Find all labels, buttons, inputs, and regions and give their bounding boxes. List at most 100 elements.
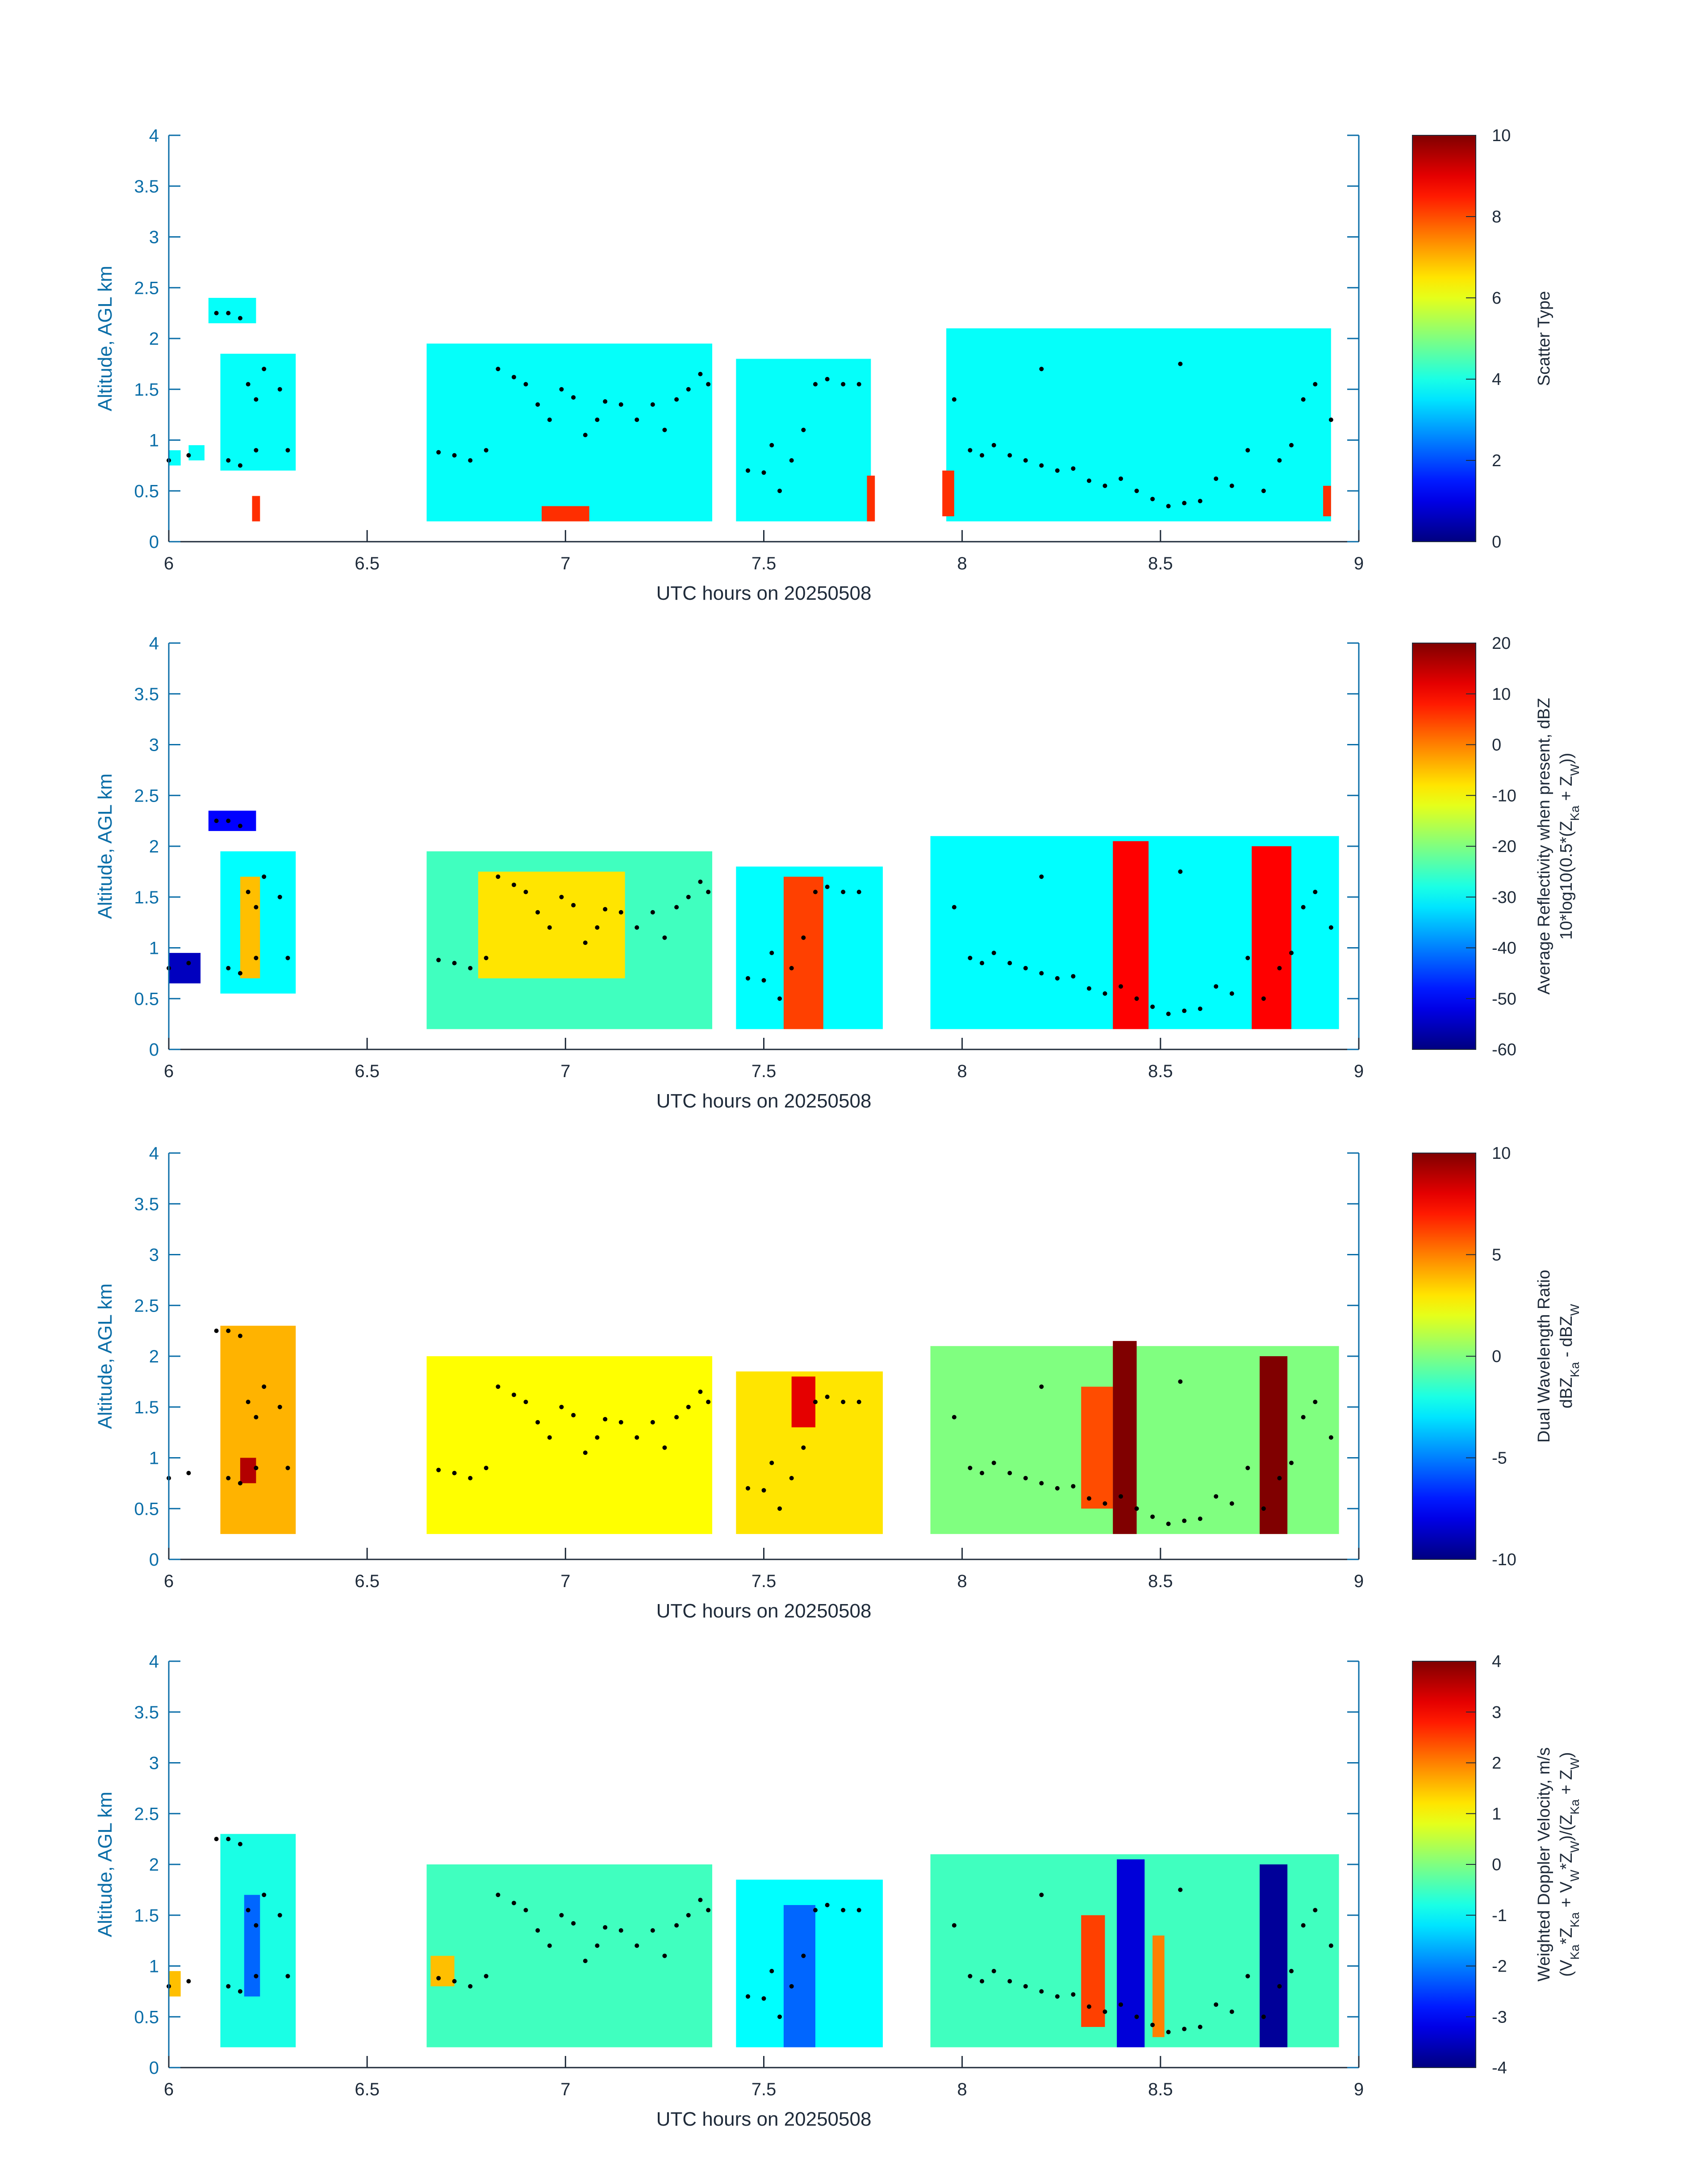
y-tick-label: 2.5: [134, 1296, 159, 1316]
cloud-base-point: [1007, 453, 1012, 458]
x-tick-label: 6: [164, 1571, 174, 1591]
y-tick-label: 0.5: [134, 481, 159, 501]
cloud-base-point: [1055, 976, 1060, 981]
cloud-base-point: [214, 819, 219, 823]
cloud-base-point: [1039, 874, 1044, 879]
y-tick-label: 1.5: [134, 1398, 159, 1417]
x-tick-label: 6.5: [355, 1571, 380, 1591]
cloud-base-point: [1055, 1994, 1060, 1999]
x-tick-label: 7.5: [752, 554, 777, 573]
cloud-base-point: [769, 1968, 774, 1973]
cloud-base-point: [226, 966, 231, 970]
panel-3: 0 0.5 1 1.5 2 2.5 3 3.5 4 6 6.5 7 7.5 8 8.5 9 UTC hours …: [94, 1144, 1582, 1622]
cloud-base-point: [706, 890, 711, 894]
y-tick-label: 2: [149, 837, 159, 857]
cloud-base-point: [1182, 2027, 1187, 2031]
cloud-base-point: [277, 1913, 282, 1918]
cloud-base-point: [523, 1400, 528, 1404]
cloud-base-point: [436, 1467, 441, 1472]
cloud-base-point: [468, 966, 473, 970]
cloud-base-point: [1178, 869, 1183, 874]
cloud-base-point: [1166, 504, 1171, 509]
x-tick-label: 6: [164, 2080, 174, 2099]
cloud-base-point: [595, 1943, 600, 1948]
panel-2: 0 0.5 1 1.5 2 2.5 3 3.5 4 6 6.5 7 7.5 8 8.5 9 UTC hours …: [94, 634, 1582, 1112]
colorbar: [1412, 643, 1476, 1050]
cloud-base-point: [535, 910, 540, 915]
cloud-base-point: [1039, 1893, 1044, 1897]
x-tick-label: 7: [560, 1571, 570, 1591]
cloud-base-point: [635, 418, 639, 422]
heatmap-cell-5: [252, 496, 260, 522]
cloud-base-point: [452, 1979, 457, 1984]
cloud-base-point: [571, 1412, 576, 1417]
x-tick-label: 6: [164, 1061, 174, 1081]
cloud-base-point: [698, 1389, 703, 1394]
cloud-base-point: [1134, 1506, 1139, 1511]
cloud-base-point: [595, 1435, 600, 1440]
colorbar-tick-label: -4: [1492, 2059, 1507, 2077]
cloud-base-point: [745, 1994, 750, 1999]
cloud-base-point: [603, 907, 608, 912]
y-tick-label: 4: [149, 1144, 159, 1163]
cloud-base-point: [1289, 950, 1294, 955]
cloud-base-point: [1055, 1486, 1060, 1491]
y-tick-label: 2: [149, 329, 159, 349]
cloud-base-point: [1119, 984, 1123, 989]
y-axis-label: Altitude, AGL km: [94, 773, 116, 919]
y-tick-label: 3.5: [134, 1195, 159, 1214]
y-tick-label: 0: [149, 1550, 159, 1570]
cloud-base-point: [226, 1837, 231, 1842]
x-tick-label: 8: [957, 554, 967, 573]
y-tick-label: 0: [149, 1040, 159, 1060]
cloud-base-point: [1023, 1984, 1028, 1989]
cloud-base-point: [813, 1908, 818, 1913]
colorbar-tick-label: 0: [1492, 736, 1501, 755]
colorbar-tick-label: 10: [1492, 685, 1511, 704]
cloud-base-point: [1261, 996, 1266, 1001]
y-tick-label: 0: [149, 532, 159, 552]
cloud-base-point: [706, 1908, 711, 1913]
cloud-base-point: [1328, 1435, 1333, 1440]
y-tick-label: 4: [149, 634, 159, 653]
cloud-base-point: [436, 1976, 441, 1981]
y-tick-label: 3: [149, 1245, 159, 1265]
cloud-base-point: [262, 1893, 267, 1897]
cloud-base-point: [254, 1974, 259, 1979]
y-tick-label: 4: [149, 126, 159, 146]
cloud-base-point: [1023, 458, 1028, 463]
cloud-base-point: [745, 1486, 750, 1491]
cloud-base-point: [789, 966, 794, 970]
cloud-base-point: [1214, 476, 1219, 481]
cloud-base-point: [618, 1928, 623, 1933]
colorbar-tick-label: -2: [1492, 1957, 1507, 1976]
x-tick-label: 6.5: [355, 1061, 380, 1081]
x-tick-label: 8: [957, 1571, 967, 1591]
colorbar-tick-label: 2: [1492, 451, 1501, 470]
cloud-base-point: [991, 443, 996, 447]
colorbar-tick-label: 10: [1492, 126, 1511, 145]
cloud-base-point: [496, 1384, 501, 1389]
cloud-base-point: [238, 316, 242, 321]
cloud-base-point: [571, 395, 576, 400]
x-tick-label: 6: [164, 554, 174, 573]
cloud-base-point: [1178, 1887, 1183, 1892]
cloud-base-point: [1007, 1471, 1012, 1475]
cloud-base-point: [635, 925, 639, 930]
cloud-base-point: [547, 1435, 552, 1440]
cloud-base-point: [650, 1420, 655, 1425]
x-tick-label: 7.5: [752, 1061, 777, 1081]
heatmap-cell-1: [169, 450, 181, 466]
heatmap-cell-8: [736, 359, 871, 522]
cloud-base-point: [686, 1404, 691, 1409]
cloud-base-point: [952, 1923, 956, 1928]
cloud-base-point: [1198, 499, 1203, 503]
colorbar-tick-label: 3: [1492, 1703, 1501, 1722]
cloud-base-point: [991, 1460, 996, 1465]
heatmap-cell-8: [1113, 1341, 1137, 1534]
cloud-base-point: [262, 874, 267, 879]
cloud-base-point: [1277, 1984, 1282, 1989]
cloud-base-point: [789, 1984, 794, 1989]
y-tick-label: 3: [149, 228, 159, 247]
heatmap-cell-9: [1259, 1356, 1288, 1534]
